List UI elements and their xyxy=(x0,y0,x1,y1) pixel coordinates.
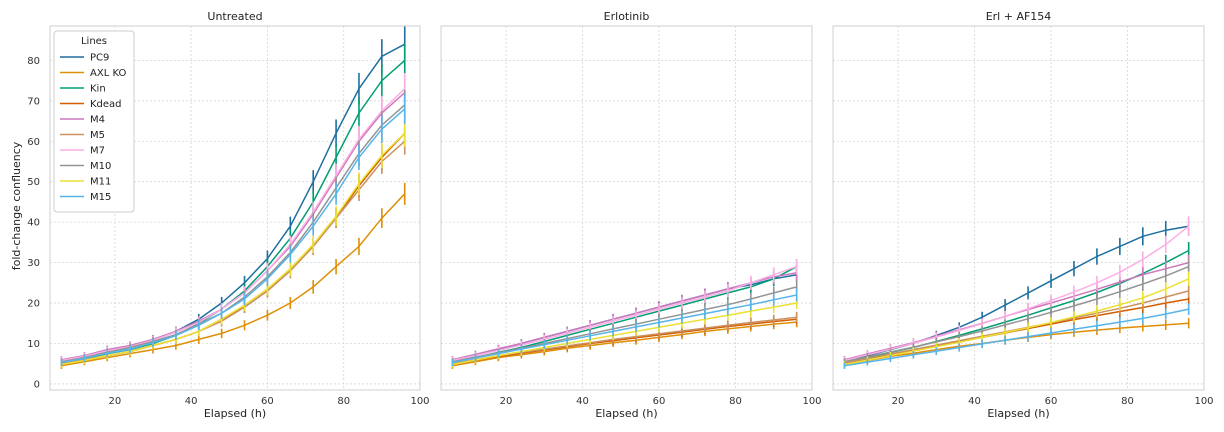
y-tick-label: 40 xyxy=(27,218,40,229)
plot-frame xyxy=(832,25,1205,391)
x-tick-label: 100 xyxy=(1194,396,1213,407)
series-line xyxy=(452,318,797,366)
x-tick-label: 20 xyxy=(500,396,513,407)
series-line xyxy=(452,286,797,363)
legend-entry: M4 xyxy=(90,115,105,126)
x-axis-label: Elapsed (h) xyxy=(987,407,1049,420)
x-tick-label: 20 xyxy=(892,396,905,407)
series-line xyxy=(844,265,1189,363)
legend-title: Lines xyxy=(81,36,107,47)
legend-entry: M15 xyxy=(90,192,111,203)
series-pc9 xyxy=(843,216,1190,366)
series-line xyxy=(844,278,1190,366)
series-line xyxy=(61,88,406,362)
series-line xyxy=(844,261,1189,361)
panel-title: Erlotinib xyxy=(604,10,650,23)
x-tick-label: 40 xyxy=(185,396,198,407)
series-line xyxy=(452,321,797,367)
y-tick-label: 80 xyxy=(27,56,40,67)
panel-0: 20 40 60 80 100 0 10 20 30 40 50 60 70 80 Untreated Ela… xyxy=(27,10,429,420)
x-tick-label: 60 xyxy=(261,396,274,407)
series-line xyxy=(61,193,406,367)
plot-frame xyxy=(440,25,813,391)
panel-title: Untreated xyxy=(207,10,262,23)
series-line xyxy=(61,132,406,366)
series-line xyxy=(61,108,406,364)
legend-entry: Kdead xyxy=(90,99,122,110)
series-m15 xyxy=(451,288,798,366)
legend-entry: M7 xyxy=(90,146,105,157)
y-tick-label: 60 xyxy=(27,137,40,148)
series-axl-ko xyxy=(843,318,1190,368)
series-line xyxy=(844,249,1190,364)
series-line xyxy=(844,225,1189,363)
x-tick-label: 80 xyxy=(337,396,350,407)
legend-entry: AXL KO xyxy=(90,68,126,79)
y-tick-label: 70 xyxy=(27,96,40,107)
panel-title: Erl + AF154 xyxy=(986,10,1052,23)
series-m15 xyxy=(60,94,406,366)
series-m11 xyxy=(843,271,1190,368)
x-tick-label: 20 xyxy=(108,396,121,407)
series-line xyxy=(452,271,797,361)
series-m11 xyxy=(60,119,406,368)
y-tick-label: 0 xyxy=(34,379,40,390)
x-tick-label: 60 xyxy=(1045,396,1058,407)
y-tick-label: 30 xyxy=(27,258,40,269)
x-tick-label: 100 xyxy=(410,396,429,407)
legend-box xyxy=(53,30,135,213)
panel-1: 20 40 60 80 100 Erlotinib Elapsed (h) xyxy=(440,10,822,420)
y-axis-label: fold-change confluency xyxy=(10,141,23,270)
x-axis-label: Elapsed (h) xyxy=(595,407,657,420)
legend-entry: M10 xyxy=(90,161,111,172)
plot-frame xyxy=(49,25,421,391)
panel-2: 20 40 60 80 100 Erl + AF154 Elapsed (h) xyxy=(832,10,1214,420)
series-m15 xyxy=(843,303,1190,369)
series-axl-ko xyxy=(60,182,406,369)
y-tick-label: 20 xyxy=(27,299,40,310)
series-line xyxy=(844,225,1190,362)
series-line xyxy=(61,104,406,363)
x-tick-label: 40 xyxy=(576,396,589,407)
legend-entry: PC9 xyxy=(90,53,109,64)
series-line xyxy=(452,265,797,362)
y-tick-label: 10 xyxy=(27,339,40,350)
legend: Lines PC9 AXL KO Kin Kdead M4 M5 M7 M10 M11 M15 xyxy=(53,30,135,213)
legend-entry: M5 xyxy=(90,130,105,141)
series-line xyxy=(844,308,1189,367)
legend-entry: M11 xyxy=(90,177,111,188)
series-line xyxy=(452,302,797,366)
x-tick-label: 100 xyxy=(802,396,821,407)
x-tick-label: 60 xyxy=(653,396,666,407)
y-tick-label: 50 xyxy=(27,177,40,188)
series-line xyxy=(452,294,797,364)
x-tick-label: 80 xyxy=(1121,396,1134,407)
legend-entry: Kin xyxy=(90,84,106,95)
x-tick-label: 80 xyxy=(729,396,742,407)
x-tick-label: 40 xyxy=(968,396,981,407)
x-axis-label: Elapsed (h) xyxy=(204,407,266,420)
